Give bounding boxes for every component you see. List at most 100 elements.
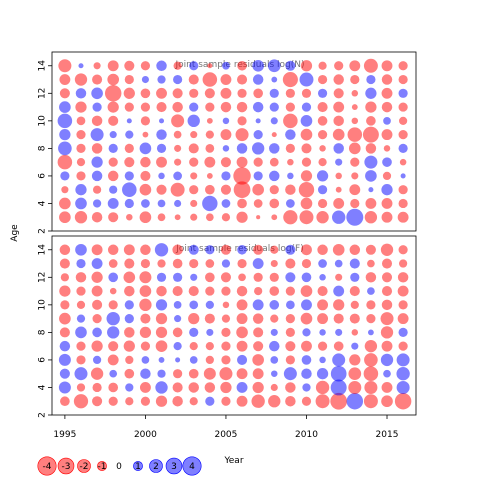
residual-bubble [59, 340, 71, 352]
residual-bubble [301, 340, 312, 352]
residual-bubble [301, 88, 312, 98]
residual-bubble [189, 356, 198, 364]
residual-bubble [363, 366, 379, 381]
residual-bubble [316, 170, 329, 182]
residual-bubble [283, 367, 297, 381]
residual-bubble [381, 60, 393, 72]
residual-bubble [220, 381, 232, 394]
residual-bubble [383, 369, 391, 378]
residual-bubble [269, 198, 280, 209]
residual-bubble [283, 210, 298, 225]
residual-bubble [124, 157, 135, 168]
residual-bubble [380, 326, 394, 339]
residual-bubble [236, 340, 248, 352]
residual-bubble [253, 272, 263, 282]
bubble-layer [58, 243, 412, 410]
residual-bubble [76, 143, 86, 153]
residual-bubble [252, 368, 264, 380]
residual-bubble [351, 90, 359, 97]
y-axis: 2 4 6 8 10 12 14 [38, 60, 52, 234]
residual-bubble [381, 211, 393, 223]
y-tick-label: 8 [38, 145, 48, 151]
residual-bubble [333, 341, 344, 351]
residual-bubble [124, 74, 134, 85]
legend-label: -1 [98, 462, 107, 472]
residual-bubble [252, 258, 264, 269]
residual-bubble [76, 286, 86, 296]
residual-bubble [270, 314, 279, 323]
residual-bubble [75, 272, 87, 283]
residual-bubble [76, 300, 86, 309]
residual-bubble [397, 272, 409, 283]
residual-bubble [59, 197, 71, 210]
legend: -4 -3 -2 -1 0 1 2 3 4 [37, 456, 202, 476]
residual-bubble [333, 115, 344, 127]
residual-bubble [399, 116, 408, 125]
residual-bubble [236, 326, 248, 339]
residual-bubble [301, 244, 312, 256]
residual-bubble [396, 380, 410, 394]
residual-bubble [157, 213, 166, 222]
residual-bubble [285, 341, 296, 352]
residual-bubble [253, 130, 263, 140]
residual-bubble [109, 287, 117, 295]
residual-bubble [74, 367, 88, 381]
residual-bubble [363, 394, 378, 409]
residual-bubble [285, 395, 296, 407]
residual-bubble [108, 396, 118, 406]
residual-bubble [285, 60, 296, 71]
residual-bubble [236, 395, 248, 407]
residual-bubble [237, 244, 247, 255]
residual-bubble [365, 244, 376, 255]
residual-bubble [75, 197, 87, 210]
residual-bubble [381, 340, 393, 352]
residual-bubble [205, 213, 214, 222]
residual-bubble [269, 272, 279, 282]
residual-bubble [124, 102, 134, 112]
residual-bubble [236, 211, 248, 223]
residual-bubble [285, 258, 296, 269]
residual-bubble [285, 143, 295, 153]
residual-bubble [158, 357, 165, 363]
residual-bubble [236, 313, 248, 325]
residual-bubble [92, 396, 103, 407]
residual-bubble [301, 102, 312, 112]
residual-bubble [76, 258, 86, 269]
residual-bubble [123, 271, 136, 284]
residual-bubble [189, 258, 199, 269]
x-axis-label: Year [223, 456, 243, 466]
residual-bubble [221, 327, 231, 337]
residual-bubble [269, 143, 280, 154]
residual-bubble [140, 156, 151, 168]
residual-bubble [140, 396, 151, 406]
residual-bubble [271, 76, 278, 83]
residual-bubble [124, 60, 135, 71]
residual-bubble [396, 353, 410, 367]
residual-bubble [189, 300, 199, 310]
residual-bubble [235, 128, 249, 142]
residual-bubble [317, 185, 328, 195]
residual-bubble [301, 355, 312, 365]
residual-bubble [61, 186, 69, 194]
residual-bubble [300, 312, 313, 325]
residual-bubble [108, 115, 119, 126]
residual-bubble [205, 184, 215, 195]
residual-bubble [267, 59, 281, 73]
residual-bubble [350, 198, 360, 209]
residual-bubble [124, 300, 134, 310]
residual-bubble [333, 198, 345, 209]
residual-bubble [174, 199, 182, 208]
residual-bubble [366, 74, 376, 85]
residual-bubble [335, 328, 343, 336]
residual-bubble [237, 60, 247, 71]
residual-bubble [236, 143, 248, 154]
residual-bubble [318, 61, 327, 70]
residual-bubble [287, 172, 294, 180]
residual-bubble [253, 199, 263, 208]
residual-bubble [315, 394, 330, 409]
residual-bubble [317, 341, 328, 351]
residual-bubble [170, 182, 185, 197]
residual-bubble [252, 354, 264, 366]
residual-bubble [351, 104, 358, 110]
residual-bubble [233, 167, 251, 185]
